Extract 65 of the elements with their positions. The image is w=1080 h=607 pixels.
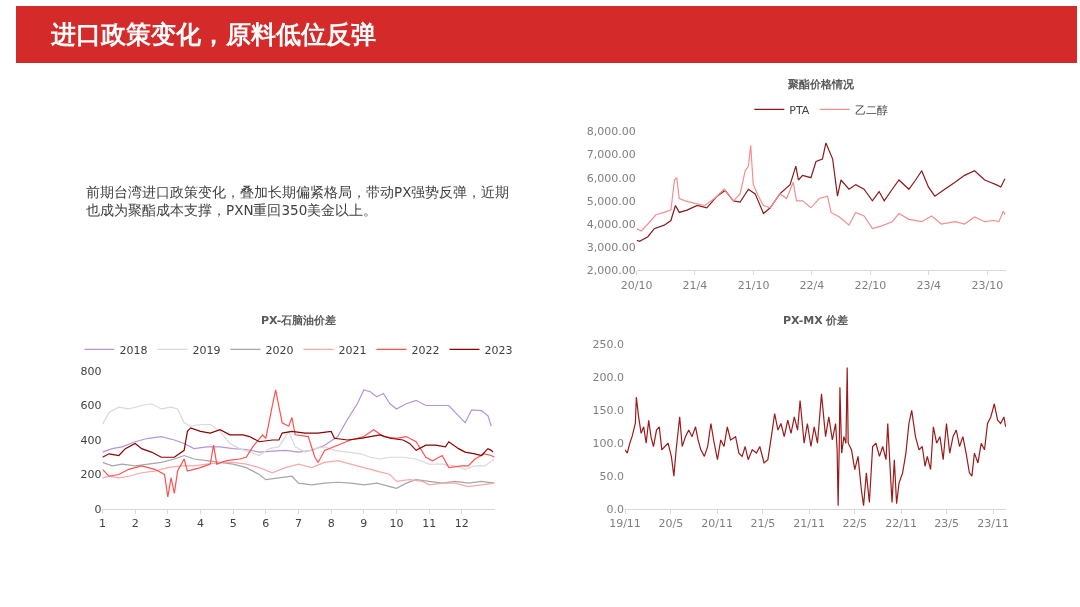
x-tick-label: 22/10 (854, 278, 887, 292)
legend-label: 2022 (411, 343, 440, 357)
x-tick-label: 22/5 (842, 517, 868, 531)
y-tick-label: 4,000.00 (586, 217, 636, 231)
x-tick-label: 9 (360, 517, 368, 531)
x-tick-label: 23/11 (977, 517, 1009, 531)
line-series (102, 427, 494, 458)
chart-title: PX-石脑油价差 (261, 314, 337, 327)
y-tick-label: 100.0 (592, 437, 625, 451)
y-tick-label: 2,000.00 (586, 264, 636, 278)
x-tick-label: 10 (389, 517, 404, 531)
legend-label: 乙二醇 (854, 103, 888, 117)
x-tick-label: 7 (294, 517, 302, 531)
x-tick-label: 20/10 (620, 278, 653, 292)
x-tick-label: 21/5 (750, 517, 776, 531)
y-tick-label: 150.0 (592, 404, 625, 418)
chart-title: 聚酯价格情况 (787, 78, 855, 91)
x-tick-label: 19/11 (609, 517, 641, 531)
legend-label: 2021 (338, 343, 367, 357)
x-tick-label: 23/4 (916, 278, 942, 292)
x-tick-label: 1 (98, 517, 106, 531)
x-tick-label: 6 (262, 517, 270, 531)
y-tick-label: 8,000.00 (586, 125, 636, 139)
y-tick-label: 7,000.00 (586, 148, 636, 162)
y-tick-label: 250.0 (592, 338, 625, 352)
chart-title: PX-MX 价差 (783, 314, 849, 327)
x-tick-label: 23/5 (934, 517, 960, 531)
legend-label: 2023 (484, 343, 513, 357)
y-tick-label: 800 (80, 364, 102, 378)
text: 前期台湾进口政策变化，叠加长期偏紧格局，带动PX强势反弹，近期也成为聚酯成本支撑，PXN重回350美金以上。 (86, 184, 510, 218)
legend-label: 2020 (265, 343, 294, 357)
line-series (102, 454, 495, 489)
x-tick-label: 21/11 (793, 517, 826, 531)
line-series (102, 389, 492, 453)
line-series (102, 389, 495, 498)
x-tick-label: 20/5 (658, 517, 684, 531)
x-tick-label: 11 (422, 517, 437, 531)
y-tick-label: 0 (94, 502, 102, 516)
y-tick-label: 50.0 (599, 469, 625, 483)
y-tick-label: 200 (80, 468, 102, 482)
x-tick-label: 20/11 (701, 517, 734, 531)
line-series (102, 403, 495, 470)
legend-label: 2018 (119, 343, 148, 357)
x-tick-label: 4 (196, 517, 204, 531)
legend-label: PTA (789, 103, 810, 117)
x-tick-label: 23/10 (971, 278, 1004, 292)
y-tick-label: 5,000.00 (586, 194, 636, 208)
x-tick-label: 8 (327, 517, 335, 531)
y-tick-label: 400 (80, 433, 102, 447)
x-tick-label: 21/10 (737, 278, 770, 292)
x-tick-label: 5 (229, 517, 237, 531)
x-tick-label: 22/11 (885, 517, 917, 531)
y-tick-label: 0.0 (606, 502, 625, 516)
y-tick-label: 200.0 (592, 371, 625, 385)
y-tick-label: 3,000.00 (586, 241, 636, 255)
x-tick-label: 22/4 (799, 278, 825, 292)
x-tick-label: 21/4 (682, 278, 708, 292)
x-tick-label: 12 (454, 517, 469, 531)
y-tick-label: 600 (80, 399, 102, 413)
x-tick-label: 2 (131, 517, 139, 531)
x-tick-label: 3 (164, 517, 172, 531)
y-tick-label: 6,000.00 (586, 171, 636, 185)
text: 进口政策变化，原料低位反弹 (50, 20, 376, 49)
legend-label: 2019 (192, 343, 221, 357)
line-series (102, 460, 495, 488)
